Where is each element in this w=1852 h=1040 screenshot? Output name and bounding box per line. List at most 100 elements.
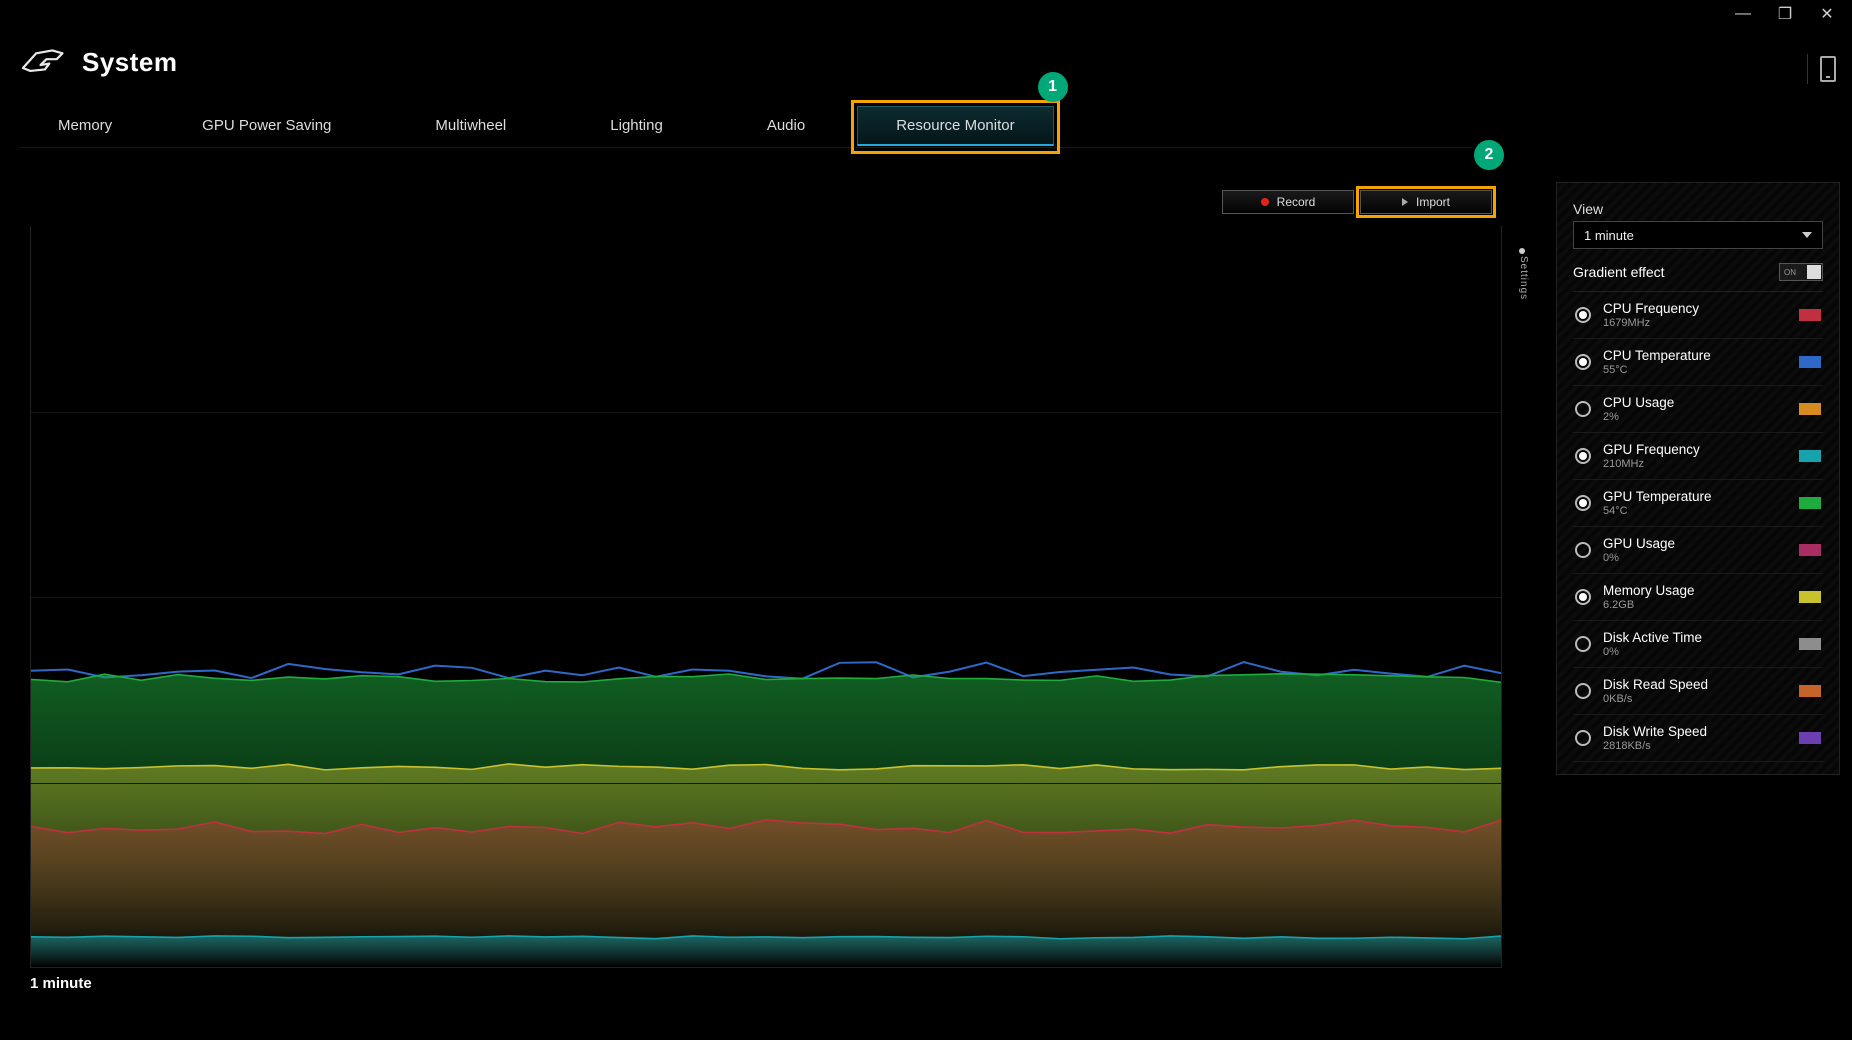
metric-item-memory-usage[interactable]: Memory Usage6.2GB	[1573, 574, 1823, 621]
record-icon	[1261, 198, 1269, 206]
metric-color-swatch	[1799, 732, 1821, 744]
window-minimize-button[interactable]: —	[1736, 7, 1750, 21]
metric-name: Memory Usage	[1603, 583, 1787, 598]
metric-color-swatch	[1799, 450, 1821, 462]
metric-name: GPU Temperature	[1603, 489, 1787, 504]
metric-name: Disk Write Speed	[1603, 724, 1787, 739]
toggle-state-text: ON	[1784, 268, 1796, 277]
metric-name: Disk Read Speed	[1603, 677, 1787, 692]
metric-text: CPU Frequency1679MHz	[1603, 301, 1787, 329]
metric-item-cpu-usage[interactable]: CPU Usage2%	[1573, 386, 1823, 433]
settings-panel: View 1 minute Gradient effect ON CPU Fre…	[1556, 182, 1840, 775]
metric-value: 54°C	[1603, 505, 1787, 517]
metric-value: 0KB/s	[1603, 693, 1787, 705]
metric-radio[interactable]	[1575, 683, 1591, 699]
metric-item-cpu-temperature[interactable]: CPU Temperature55°C	[1573, 339, 1823, 386]
metric-text: Disk Read Speed0KB/s	[1603, 677, 1787, 705]
chart-area-gpu-frequency	[31, 936, 1501, 967]
metric-value: 1679MHz	[1603, 317, 1787, 329]
metric-item-gpu-frequency[interactable]: GPU Frequency210MHz	[1573, 433, 1823, 480]
tab-lighting[interactable]: Lighting	[558, 107, 715, 144]
resource-chart	[30, 226, 1502, 968]
metric-name: CPU Usage	[1603, 395, 1787, 410]
separator	[1807, 54, 1808, 84]
metric-radio[interactable]	[1575, 636, 1591, 652]
metric-value: 0%	[1603, 552, 1787, 564]
record-button[interactable]: Record	[1222, 190, 1354, 214]
metric-radio[interactable]	[1575, 542, 1591, 558]
metric-name: GPU Usage	[1603, 536, 1787, 551]
tab-memory[interactable]: Memory	[20, 107, 150, 144]
metric-text: Memory Usage6.2GB	[1603, 583, 1787, 611]
metric-radio[interactable]	[1575, 448, 1591, 464]
metric-color-swatch	[1799, 638, 1821, 650]
annotation-badge-2: 2	[1474, 140, 1504, 170]
metric-item-disk-write-speed[interactable]: Disk Write Speed2818KB/s	[1573, 715, 1823, 762]
metric-text: GPU Usage0%	[1603, 536, 1787, 564]
tab-bar: MemoryGPU Power SavingMultiwheelLighting…	[20, 104, 1472, 148]
metric-text: Disk Write Speed2818KB/s	[1603, 724, 1787, 752]
tab-gpu-power-saving[interactable]: GPU Power Saving	[150, 107, 383, 144]
import-label: Import	[1416, 195, 1450, 209]
metric-radio[interactable]	[1575, 307, 1591, 323]
tab-audio[interactable]: Audio	[715, 107, 857, 144]
import-icon	[1402, 198, 1408, 206]
chevron-down-icon	[1802, 232, 1812, 238]
metric-radio[interactable]	[1575, 730, 1591, 746]
metric-item-disk-active-time[interactable]: Disk Active Time0%	[1573, 621, 1823, 668]
view-dropdown-value: 1 minute	[1584, 228, 1634, 243]
metric-radio[interactable]	[1575, 495, 1591, 511]
metric-color-swatch	[1799, 309, 1821, 321]
view-dropdown[interactable]: 1 minute	[1573, 221, 1823, 249]
metric-name: GPU Frequency	[1603, 442, 1787, 457]
metric-value: 210MHz	[1603, 458, 1787, 470]
metric-text: CPU Usage2%	[1603, 395, 1787, 423]
record-label: Record	[1277, 195, 1316, 209]
metric-text: Disk Active Time0%	[1603, 630, 1787, 658]
metric-value: 0%	[1603, 646, 1787, 658]
metric-value: 2818KB/s	[1603, 740, 1787, 752]
metric-list: CPU Frequency1679MHzCPU Temperature55°CC…	[1573, 291, 1823, 762]
metric-radio[interactable]	[1575, 589, 1591, 605]
annotation-badge-1: 1	[1038, 72, 1068, 102]
metric-color-swatch	[1799, 356, 1821, 368]
metric-color-swatch	[1799, 403, 1821, 415]
window-maximize-button[interactable]: ❐	[1778, 7, 1792, 21]
import-button[interactable]: Import	[1360, 190, 1492, 214]
toggle-knob	[1807, 265, 1821, 279]
metric-item-gpu-temperature[interactable]: GPU Temperature54°C	[1573, 480, 1823, 527]
view-label: View	[1573, 201, 1823, 217]
metric-color-swatch	[1799, 497, 1821, 509]
window-titlebar: — ❐ ✕	[1736, 0, 1852, 28]
metric-name: Disk Active Time	[1603, 630, 1787, 645]
tab-multiwheel[interactable]: Multiwheel	[383, 107, 558, 144]
gradient-effect-toggle[interactable]: ON	[1779, 263, 1823, 281]
mobile-link-icon[interactable]	[1820, 56, 1836, 82]
metric-color-swatch	[1799, 544, 1821, 556]
window-close-button[interactable]: ✕	[1820, 7, 1834, 21]
rog-logo-icon	[20, 46, 64, 78]
app-header: System	[20, 46, 178, 78]
settings-tab-label[interactable]: Settings	[1518, 256, 1529, 300]
metric-value: 2%	[1603, 411, 1787, 423]
metric-text: GPU Temperature54°C	[1603, 489, 1787, 517]
metric-text: GPU Frequency210MHz	[1603, 442, 1787, 470]
metric-item-disk-read-speed[interactable]: Disk Read Speed0KB/s	[1573, 668, 1823, 715]
metric-color-swatch	[1799, 591, 1821, 603]
tab-resource-monitor[interactable]: Resource Monitor	[857, 106, 1053, 146]
chart-x-axis-label: 1 minute	[30, 975, 92, 992]
chart-gridline	[31, 597, 1501, 598]
metric-name: CPU Temperature	[1603, 348, 1787, 363]
metric-item-cpu-frequency[interactable]: CPU Frequency1679MHz	[1573, 292, 1823, 339]
metric-radio[interactable]	[1575, 401, 1591, 417]
metric-value: 6.2GB	[1603, 599, 1787, 611]
metric-text: CPU Temperature55°C	[1603, 348, 1787, 376]
metric-color-swatch	[1799, 685, 1821, 697]
metric-value: 55°C	[1603, 364, 1787, 376]
metric-name: CPU Frequency	[1603, 301, 1787, 316]
app-title: System	[82, 47, 178, 78]
metric-radio[interactable]	[1575, 354, 1591, 370]
metric-item-gpu-usage[interactable]: GPU Usage0%	[1573, 527, 1823, 574]
header-right-icons	[1807, 54, 1836, 84]
chart-gridline	[31, 412, 1501, 413]
